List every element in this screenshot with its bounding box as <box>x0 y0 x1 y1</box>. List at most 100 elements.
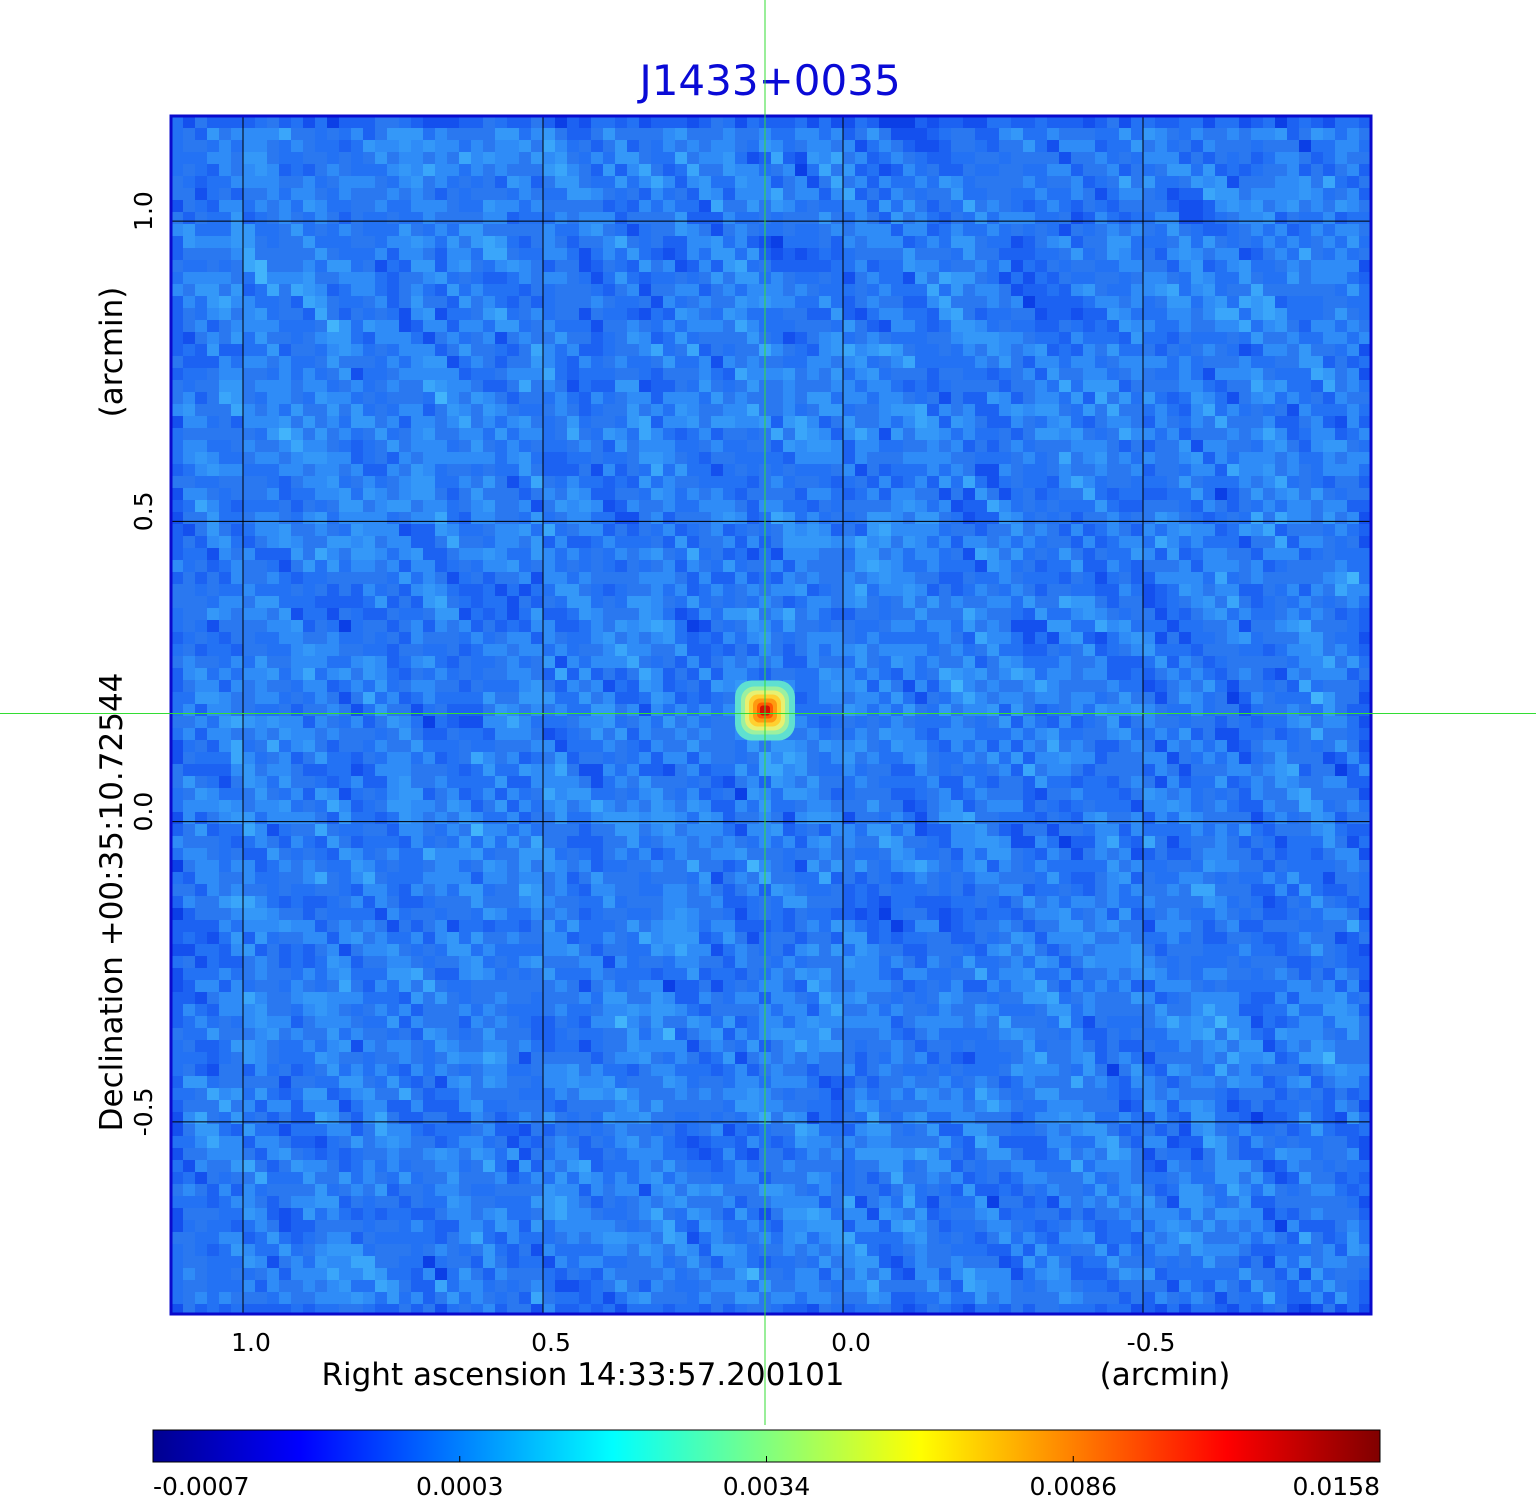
image-pixel <box>915 776 927 788</box>
image-pixel <box>471 524 483 536</box>
image-pixel <box>1119 272 1131 284</box>
image-pixel <box>975 872 987 884</box>
image-pixel <box>879 668 891 680</box>
image-pixel <box>375 740 387 752</box>
image-pixel <box>1155 824 1167 836</box>
image-pixel <box>255 164 267 176</box>
image-pixel <box>1335 548 1347 560</box>
image-pixel <box>255 128 267 140</box>
image-pixel <box>471 836 483 848</box>
image-pixel <box>807 428 819 440</box>
image-pixel <box>423 332 435 344</box>
image-pixel <box>1047 908 1059 920</box>
image-pixel <box>783 752 795 764</box>
image-pixel <box>699 200 711 212</box>
image-pixel <box>555 884 567 896</box>
image-pixel <box>687 656 699 668</box>
image-pixel <box>483 428 495 440</box>
image-pixel <box>1143 272 1155 284</box>
image-pixel <box>987 416 999 428</box>
image-pixel <box>1131 524 1143 536</box>
image-pixel <box>1215 512 1227 524</box>
image-pixel <box>351 824 363 836</box>
image-pixel <box>567 488 579 500</box>
image-pixel <box>747 860 759 872</box>
image-pixel <box>483 152 495 164</box>
image-pixel <box>375 584 387 596</box>
image-pixel <box>279 920 291 932</box>
image-pixel <box>687 620 699 632</box>
image-pixel <box>819 884 831 896</box>
image-pixel <box>615 236 627 248</box>
image-pixel <box>183 692 195 704</box>
image-pixel <box>567 644 579 656</box>
image-pixel <box>627 248 639 260</box>
image-pixel <box>423 644 435 656</box>
image-pixel <box>171 296 183 308</box>
image-pixel <box>495 464 507 476</box>
image-pixel <box>195 788 207 800</box>
image-pixel <box>555 404 567 416</box>
image-pixel <box>507 524 519 536</box>
image-pixel <box>411 560 423 572</box>
image-pixel <box>567 176 579 188</box>
image-pixel <box>843 644 855 656</box>
image-pixel <box>1215 488 1227 500</box>
image-pixel <box>687 284 699 296</box>
image-pixel <box>1035 752 1047 764</box>
image-pixel <box>1215 776 1227 788</box>
image-pixel <box>1227 296 1239 308</box>
image-pixel <box>819 716 831 728</box>
image-pixel <box>639 668 651 680</box>
image-pixel <box>963 812 975 824</box>
image-pixel <box>1119 236 1131 248</box>
image-pixel <box>783 608 795 620</box>
image-pixel <box>999 704 1011 716</box>
image-pixel <box>663 464 675 476</box>
image-pixel <box>903 236 915 248</box>
image-pixel <box>711 356 723 368</box>
image-pixel <box>423 536 435 548</box>
image-pixel <box>1011 392 1023 404</box>
image-pixel <box>831 188 843 200</box>
image-pixel <box>1347 368 1359 380</box>
image-pixel <box>339 116 351 128</box>
image-pixel <box>267 404 279 416</box>
image-pixel <box>471 908 483 920</box>
image-pixel <box>495 236 507 248</box>
image-pixel <box>339 332 351 344</box>
image-pixel <box>543 128 555 140</box>
image-pixel <box>1203 188 1215 200</box>
image-pixel <box>1095 524 1107 536</box>
image-pixel <box>915 476 927 488</box>
image-pixel <box>843 704 855 716</box>
image-pixel <box>903 896 915 908</box>
image-pixel <box>699 236 711 248</box>
image-pixel <box>1023 212 1035 224</box>
image-pixel <box>1167 428 1179 440</box>
image-pixel <box>1023 548 1035 560</box>
image-pixel <box>651 416 663 428</box>
image-pixel <box>531 308 543 320</box>
image-pixel <box>687 692 699 704</box>
image-pixel <box>183 740 195 752</box>
image-pixel <box>1227 248 1239 260</box>
image-pixel <box>1071 752 1083 764</box>
image-pixel <box>963 644 975 656</box>
image-pixel <box>483 656 495 668</box>
image-pixel <box>1251 248 1263 260</box>
image-pixel <box>1071 416 1083 428</box>
image-pixel <box>567 632 579 644</box>
image-pixel <box>1227 476 1239 488</box>
image-pixel <box>1359 776 1371 788</box>
image-pixel <box>1155 548 1167 560</box>
image-pixel <box>471 452 483 464</box>
image-pixel <box>699 296 711 308</box>
image-pixel <box>399 152 411 164</box>
image-pixel <box>459 320 471 332</box>
image-pixel <box>1155 128 1167 140</box>
image-pixel <box>771 320 783 332</box>
image-pixel <box>447 524 459 536</box>
image-pixel <box>519 872 531 884</box>
image-pixel <box>1215 332 1227 344</box>
